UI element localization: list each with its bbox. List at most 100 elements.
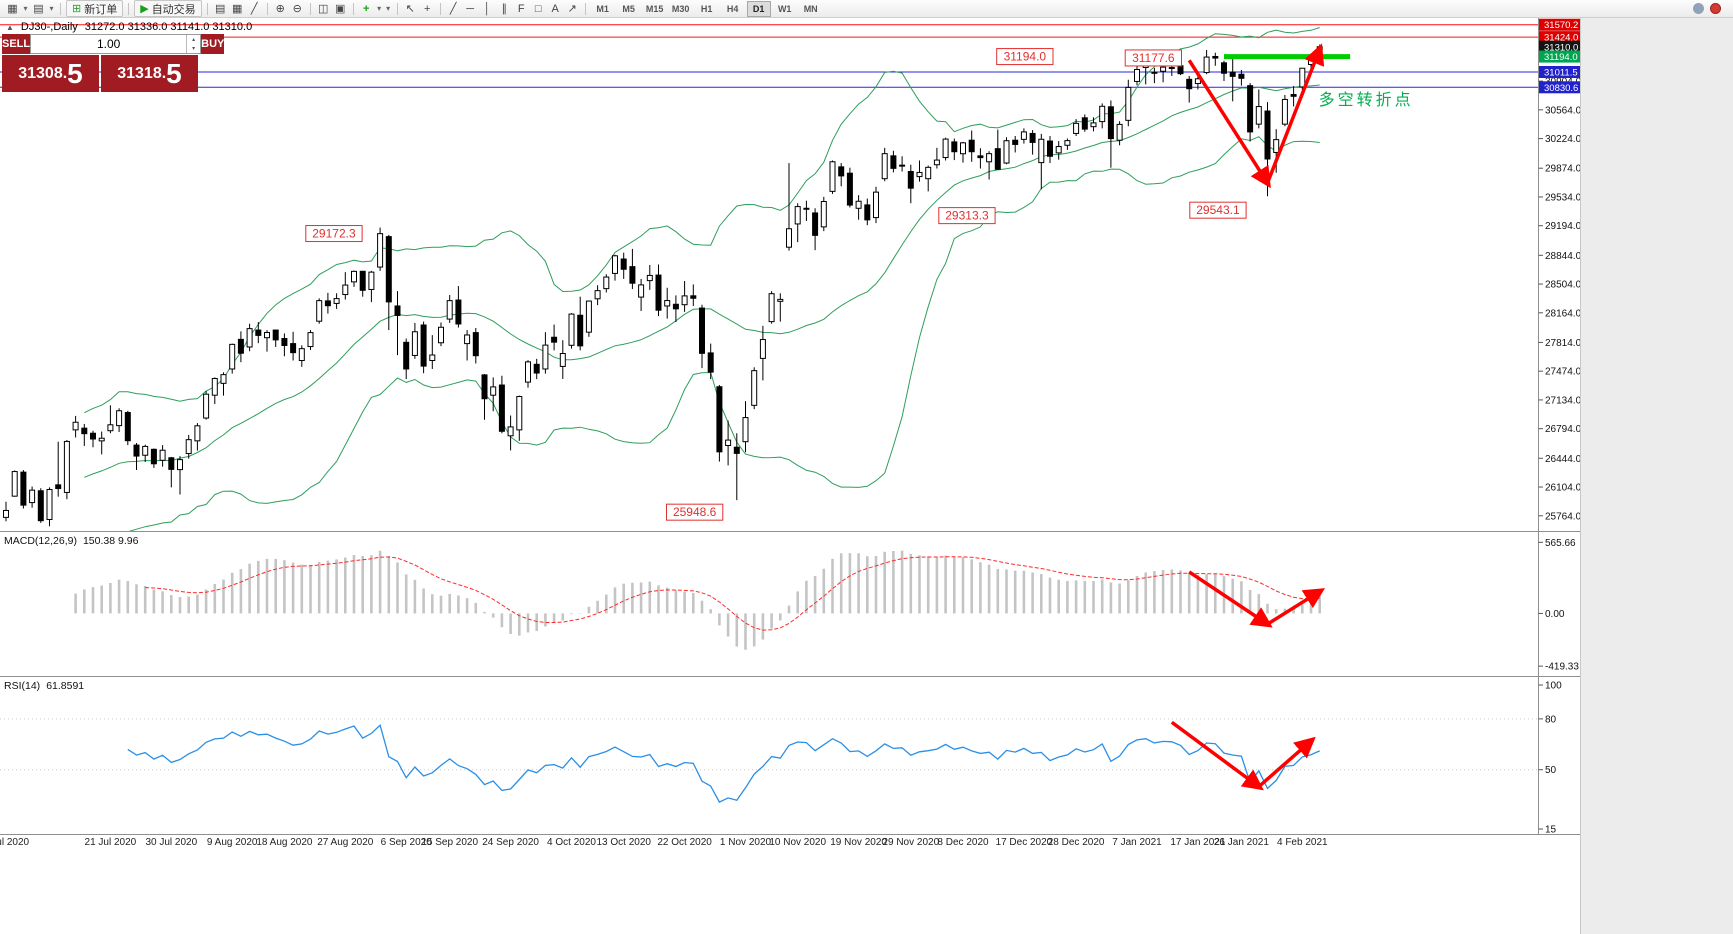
periods-dropdown[interactable]: ▾ <box>386 4 391 13</box>
timeframe-H1[interactable]: H1 <box>700 3 713 14</box>
svg-text:27 Aug 2020: 27 Aug 2020 <box>317 837 374 848</box>
chart-ohlc-info: ▲ DJ30-,Daily 31272.0 31336.0 31141.0 31… <box>6 21 252 33</box>
svg-text:1 Nov 2020: 1 Nov 2020 <box>720 837 772 848</box>
lot-decrease-button[interactable]: ▾ <box>192 46 196 52</box>
timeframe-M15[interactable]: M15 <box>645 3 664 14</box>
svg-text:17 Dec 2020: 17 Dec 2020 <box>996 837 1053 848</box>
new-chart-button[interactable]: ▦ <box>7 3 18 15</box>
profiles-button[interactable]: ▤ <box>33 3 44 15</box>
candlestick-chart-button[interactable]: ▦ <box>231 3 243 15</box>
toolbar-separator <box>128 2 130 15</box>
toolbar-separator <box>60 2 61 15</box>
chinese-note-text: 多空转折点 <box>1319 91 1414 109</box>
line-chart-button[interactable]: ╱ <box>250 3 258 15</box>
macd-indicator-label: MACD(12,26,9) 150.38 9.96 <box>4 535 138 547</box>
help-icon[interactable] <box>1693 3 1704 14</box>
macd-scale[interactable]: 565.66 0.00 -419.33 <box>1538 538 1580 673</box>
candlesticks <box>3 44 1323 527</box>
text-label-button[interactable]: A <box>551 2 559 15</box>
timeframe-H4[interactable]: H4 <box>726 3 739 14</box>
vertical-line-button[interactable]: │ <box>483 2 491 15</box>
workspace-empty-area <box>1580 18 1733 934</box>
timeframe-M30[interactable]: M30 <box>671 3 690 14</box>
new-order-button-icon: ⊞ <box>72 3 82 15</box>
svg-text:28164.0: 28164.0 <box>1545 308 1582 319</box>
svg-text:28504.0: 28504.0 <box>1545 280 1582 291</box>
toolbar-separator <box>352 2 354 15</box>
svg-text:26104.0: 26104.0 <box>1545 483 1582 494</box>
zoom-out-button[interactable]: ⊖ <box>292 3 302 15</box>
toolbar-separator <box>206 2 208 15</box>
svg-text:80: 80 <box>1545 714 1557 725</box>
toolbar-separator <box>309 2 311 15</box>
cursor-button[interactable]: ↖ <box>405 3 415 15</box>
rsi-scale[interactable]: 100 80 50 15 <box>1538 681 1563 836</box>
new-order-button[interactable]: ⊞ 新订单 <box>66 0 124 17</box>
svg-text:4 Oct 2020: 4 Oct 2020 <box>547 837 596 848</box>
toolbar-right-group <box>1693 3 1721 14</box>
trendline-button[interactable]: ╱ <box>449 3 457 15</box>
price-scale[interactable]: 30904.030564.030224.029874.029534.029194… <box>1538 18 1582 523</box>
shapes-button[interactable]: □ <box>534 2 542 15</box>
sell-price-fraction: 5 <box>67 57 83 89</box>
sell-button[interactable]: SELL <box>2 34 31 54</box>
bar-chart-button[interactable]: ▤ <box>214 3 226 15</box>
toolbar-separator <box>439 2 441 15</box>
timeframe-M1[interactable]: M1 <box>596 3 609 14</box>
svg-text:31194.0: 31194.0 <box>1004 50 1047 64</box>
svg-text:27134.0: 27134.0 <box>1545 395 1582 406</box>
svg-text:31570.2: 31570.2 <box>1544 20 1578 31</box>
svg-text:31194.0: 31194.0 <box>1544 52 1578 63</box>
svg-text:24 Sep 2020: 24 Sep 2020 <box>482 837 539 848</box>
indicators-button[interactable]: + <box>362 2 370 15</box>
chart-ohlc-values: 31272.0 31336.0 31141.0 31310.0 <box>84 21 253 33</box>
cascade-windows-button[interactable]: ▣ <box>334 3 346 15</box>
time-axis[interactable]: 2 Jul 2020 21 Jul 2020 30 Jul 2020 9 Aug 20… <box>0 837 1328 848</box>
community-icon[interactable] <box>1710 3 1721 14</box>
svg-text:31424.0: 31424.0 <box>1544 33 1578 44</box>
horizontal-price-lines <box>0 24 1538 88</box>
crosshair-button[interactable]: + <box>423 2 431 15</box>
new-chart-dropdown[interactable]: ▾ <box>23 4 28 13</box>
svg-text:-419.33: -419.33 <box>1545 662 1579 673</box>
arrow-objects-button[interactable]: ↗ <box>567 3 577 15</box>
svg-text:25764.0: 25764.0 <box>1545 511 1582 522</box>
timeframe-W1[interactable]: W1 <box>777 3 792 14</box>
lot-spinner: ▴ ▾ <box>186 35 200 53</box>
svg-text:30830.6: 30830.6 <box>1544 83 1578 94</box>
svg-text:26444.0: 26444.0 <box>1545 454 1582 465</box>
profiles-dropdown[interactable]: ▾ <box>49 4 54 13</box>
zoom-in-button[interactable]: ⊕ <box>275 3 285 15</box>
lot-increase-button[interactable]: ▴ <box>192 37 196 43</box>
autotrading-button-label: 自动交易 <box>151 3 196 16</box>
svg-text:30564.0: 30564.0 <box>1545 105 1582 116</box>
svg-text:6 Sep 2020: 6 Sep 2020 <box>381 837 433 848</box>
svg-text:21 Jul 2020: 21 Jul 2020 <box>85 837 137 848</box>
svg-text:31011.5: 31011.5 <box>1544 67 1578 78</box>
sell-price-button[interactable]: 31308. 5 <box>2 55 99 92</box>
lot-size-input[interactable] <box>31 35 187 53</box>
buy-price-main: 31318. <box>117 64 167 82</box>
macd-signal-line <box>145 556 1320 631</box>
autotrading-button[interactable]: ▶ 自动交易 <box>134 0 202 17</box>
svg-text:26 Jan 2021: 26 Jan 2021 <box>1214 837 1269 848</box>
svg-text:9 Aug 2020: 9 Aug 2020 <box>207 837 258 848</box>
buy-button[interactable]: BUY <box>201 34 225 54</box>
tile-windows-button[interactable]: ◫ <box>317 3 329 15</box>
rsi-name: RSI(14) <box>4 680 41 692</box>
svg-text:29543.1: 29543.1 <box>1196 203 1240 217</box>
horizontal-line-button[interactable]: ─ <box>466 2 475 15</box>
timeframe-D1[interactable]: D1 <box>746 0 771 17</box>
timeframe-MN[interactable]: MN <box>803 3 818 14</box>
fibonacci-button[interactable]: F <box>517 2 525 15</box>
rsi-line <box>127 723 1320 803</box>
macd-arrow <box>1266 588 1326 626</box>
equidistant-channel-button[interactable]: ∥ <box>501 3 507 15</box>
toolbar-separator <box>396 2 398 15</box>
rsi-value: 61.8591 <box>46 680 85 692</box>
rsi-indicator-label: RSI(14) 61.8591 <box>4 680 84 692</box>
indicators-dropdown[interactable]: ▾ <box>377 4 382 13</box>
timeframe-M5[interactable]: M5 <box>622 3 635 14</box>
buy-price-button[interactable]: 31318. 5 <box>101 55 198 92</box>
